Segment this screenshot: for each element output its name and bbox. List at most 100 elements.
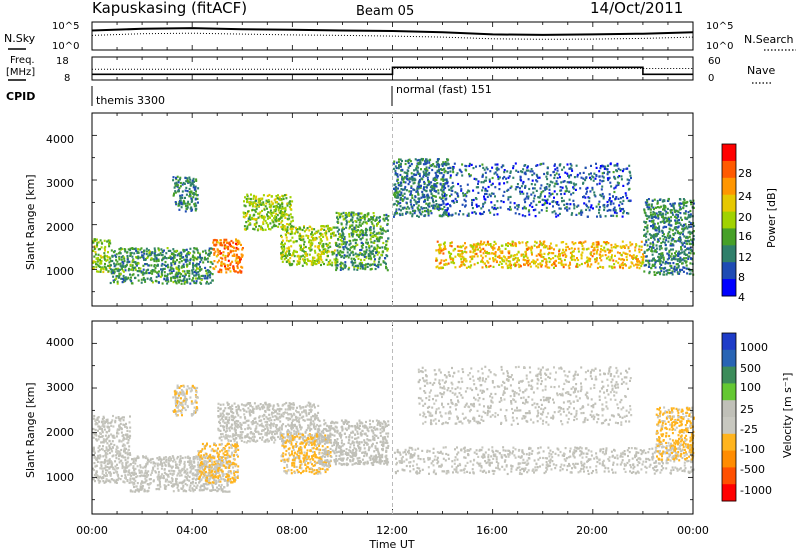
power-cell-6: [352, 212, 355, 215]
power-cell-4: [272, 225, 275, 228]
power-cell-8: [635, 263, 637, 266]
power-cell-7: [424, 163, 427, 166]
power-cell-9: [488, 193, 491, 196]
power-cell-8: [465, 246, 468, 249]
power-cell-8: [530, 246, 533, 249]
power-cell-5: [296, 231, 299, 234]
power-cell-4: [272, 202, 274, 205]
power-cell-9: [561, 168, 564, 171]
power-cell-8: [539, 249, 542, 252]
power-cell-8: [459, 253, 462, 256]
power-cell-7: [417, 207, 420, 210]
power-cell-2: [181, 183, 184, 186]
power-cell-6: [360, 224, 362, 227]
power-cell-4: [270, 204, 272, 207]
power-cell-1: [153, 247, 156, 250]
power-cell-5: [298, 237, 301, 240]
power-cell-9: [496, 200, 499, 203]
power-cell-8: [600, 248, 602, 251]
power-cell-1: [124, 269, 127, 272]
power-cell-6: [350, 251, 353, 254]
power-cell-1: [127, 248, 130, 251]
power-cell-5: [310, 227, 313, 230]
power-cell-4: [291, 200, 294, 203]
power-cell-1: [170, 277, 172, 280]
power-cell-7: [433, 195, 436, 198]
velocity-cell-0: [114, 460, 117, 463]
power-cell-8: [476, 261, 479, 265]
power-cell-7: [425, 190, 428, 193]
power-cell-10: [659, 266, 661, 269]
power-cell-7: [405, 211, 408, 214]
power-cell-10: [661, 220, 664, 223]
power-cell-10: [658, 225, 661, 228]
power-cell-6: [375, 237, 378, 240]
power-cell-7: [447, 158, 450, 161]
power-cell-10: [676, 271, 679, 274]
power-cell-1: [206, 276, 209, 279]
power-cell-8: [565, 242, 568, 246]
power-cell-7: [427, 212, 430, 215]
power-cell-9: [618, 204, 621, 207]
power-cell-3: [240, 265, 243, 268]
power-cell-10: [682, 207, 685, 210]
power-cell-1: [137, 248, 140, 251]
velocity-cell-0: [129, 477, 132, 480]
power-cell-1: [114, 254, 117, 257]
power-cell-10: [678, 252, 681, 255]
power-cell-9: [577, 204, 580, 207]
power-cell-2: [178, 186, 181, 190]
power-cell-4: [249, 218, 252, 221]
power-cell-9: [519, 190, 521, 193]
power-cell-7: [395, 191, 398, 194]
power-cell-1: [180, 266, 183, 269]
power-cell-7: [413, 188, 416, 192]
power-cell-1: [121, 260, 124, 264]
power-cell-8: [604, 254, 607, 257]
power-cell-6: [363, 233, 366, 236]
power-cell-9: [575, 164, 578, 167]
power-cell-5: [302, 254, 305, 257]
power-cell-8: [590, 251, 593, 254]
power-cell-5: [301, 258, 304, 261]
power-cell-1: [160, 253, 163, 257]
power-cell-7: [444, 169, 447, 173]
power-cell-4: [253, 209, 256, 212]
power-cell-8: [439, 251, 442, 254]
power-cell-1: [188, 277, 191, 280]
power-cell-6: [374, 267, 377, 271]
power-cell-6: [386, 222, 389, 226]
power-cell-6: [373, 214, 376, 218]
power-cell-6: [345, 246, 348, 249]
power-cell-10: [666, 252, 669, 255]
power-cell-9: [625, 167, 628, 170]
power-cell-1: [172, 259, 175, 262]
power-cell-6: [362, 243, 365, 246]
power-cell-9: [451, 200, 454, 203]
power-cell-9: [576, 205, 579, 208]
power-cell-4: [258, 200, 261, 203]
power-cell-2: [172, 176, 175, 179]
power-cell-4: [283, 194, 286, 197]
power-cell-10: [689, 262, 692, 265]
power-cell-5: [334, 234, 337, 237]
power-cell-8: [562, 263, 565, 266]
power-cell-7: [442, 183, 445, 186]
power-cell-2: [175, 176, 177, 179]
power-cell-6: [383, 214, 386, 217]
power-cell-9: [608, 197, 611, 200]
power-cell-8: [436, 240, 439, 243]
power-cell-8: [630, 255, 633, 258]
power-cell-9: [583, 202, 586, 205]
power-cell-10: [682, 230, 685, 233]
power-cell-10: [687, 211, 690, 214]
power-cell-4: [269, 209, 272, 212]
power-cell-1: [162, 267, 165, 271]
power-cell-10: [679, 270, 682, 273]
power-cell-9: [451, 181, 454, 184]
power-cell-10: [687, 236, 689, 239]
power-cell-7: [392, 193, 395, 196]
power-cell-10: [678, 232, 680, 235]
power-cell-8: [491, 246, 494, 249]
power-cell-7: [397, 193, 400, 196]
